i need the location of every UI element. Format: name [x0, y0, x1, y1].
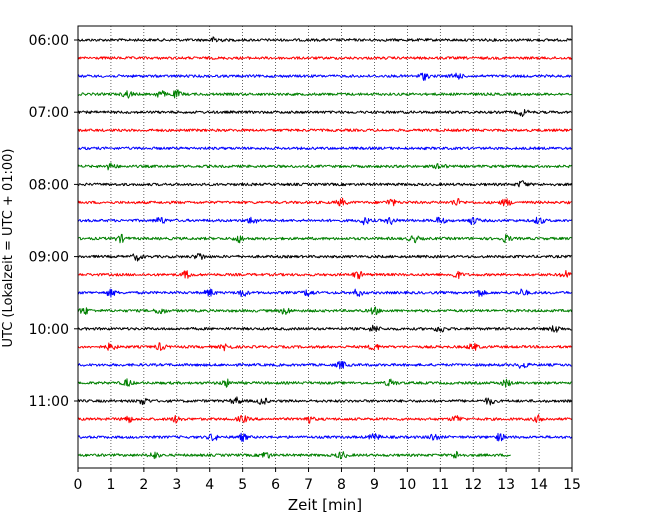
x-tick-label: 10	[398, 477, 416, 493]
x-tick-label: 7	[304, 477, 313, 493]
x-tick-label: 14	[530, 477, 548, 493]
y-tick-label: 08:00	[29, 177, 69, 193]
trace-row-0600	[77, 36, 572, 43]
y-axis-label: UTC (Lokalzeit = UTC + 01:00)	[1, 149, 16, 348]
seismogram-traces	[77, 36, 572, 460]
y-tick-label: 09:00	[29, 250, 69, 266]
x-tick-label: 5	[238, 477, 247, 493]
x-tick-label: 1	[106, 477, 115, 493]
x-tick-label: 0	[74, 477, 83, 493]
trace-row-0700	[77, 109, 572, 117]
trace-row-0630	[77, 72, 572, 81]
trace-row-1145	[77, 450, 511, 460]
y-tick-label: 07:00	[29, 105, 69, 121]
x-tick-label: 6	[271, 477, 280, 493]
y-tick-label: 10:00	[29, 322, 69, 338]
x-axis-label: Zeit [min]	[288, 496, 362, 514]
y-tick-label: 11:00	[29, 394, 69, 410]
x-tick-label: 12	[464, 477, 482, 493]
y-tick-label: 06:00	[29, 33, 69, 49]
trace-row-1130	[77, 432, 572, 442]
x-tick-label: 13	[497, 477, 515, 493]
trace-row-0745	[77, 162, 572, 171]
trace-row-0615	[77, 56, 572, 60]
trace-row-0800	[77, 180, 572, 188]
plot-area	[78, 26, 572, 468]
trace-row-0845	[77, 233, 572, 244]
x-tick-label: 8	[337, 477, 346, 493]
trace-row-0830	[77, 216, 572, 226]
trace-row-1000	[77, 324, 572, 333]
x-tick-label: 15	[563, 477, 581, 493]
plot-frame	[77, 25, 573, 469]
trace-row-0645	[77, 89, 572, 99]
x-tick-label: 11	[431, 477, 449, 493]
x-tick-label: 2	[139, 477, 148, 493]
trace-row-0945	[77, 306, 572, 316]
trace-row-0730	[77, 146, 572, 151]
trace-row-0915	[77, 270, 572, 280]
trace-row-1100	[77, 396, 572, 406]
x-tick-label: 3	[172, 477, 181, 493]
x-axis: 0 1 2 3 4 5 6 7 8 9 10 11 12 13 14 15	[74, 468, 581, 493]
trace-row-0815	[77, 197, 572, 207]
trace-row-0900	[77, 253, 572, 262]
x-tick-label: 9	[370, 477, 379, 493]
trace-row-1115	[77, 414, 572, 424]
trace-row-1015	[77, 342, 572, 352]
trace-row-0930	[77, 288, 572, 298]
trace-row-1045	[77, 378, 572, 388]
y-axis: 06:00 07:00 08:00 09:00 10:00 11:00	[29, 33, 78, 410]
trace-row-1030	[77, 360, 572, 370]
x-tick-label: 4	[205, 477, 214, 493]
trace-row-0715	[77, 128, 572, 132]
